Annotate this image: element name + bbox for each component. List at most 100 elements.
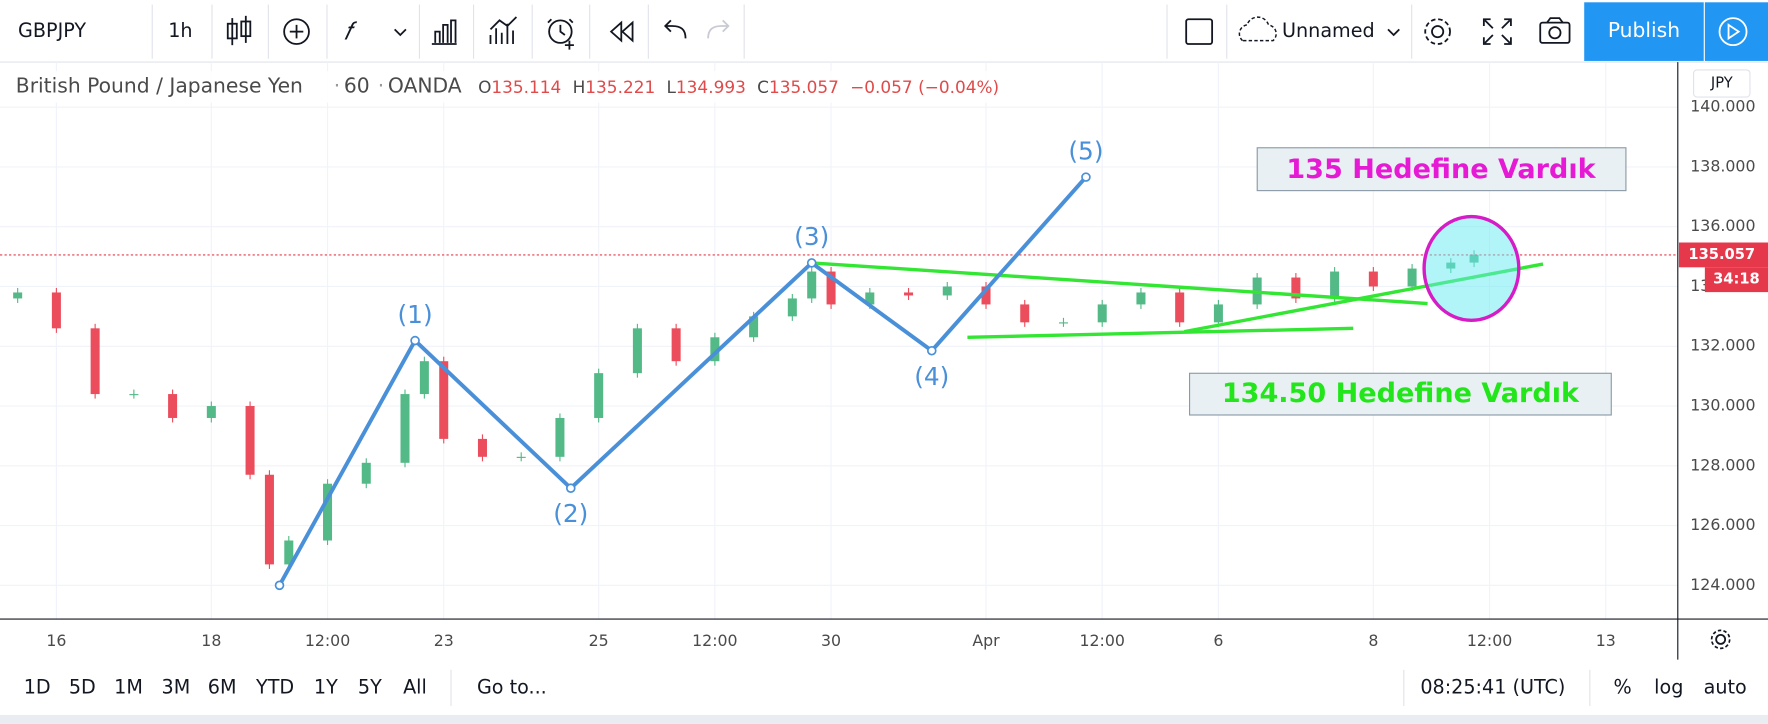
x-tick-label: 25 [589, 631, 609, 650]
x-tick-label: 18 [201, 631, 221, 650]
wave-label: (4) [914, 362, 949, 391]
layout-name[interactable]: Unnamed [1282, 19, 1375, 42]
undo-button[interactable] [663, 19, 687, 39]
legend-interval: 60 [344, 73, 370, 97]
log-toggle[interactable]: log [1654, 675, 1683, 698]
range-button[interactable]: 5D [69, 675, 96, 698]
candle-body [477, 438, 487, 457]
candle-body [516, 456, 526, 458]
candle-body [323, 483, 333, 541]
range-button[interactable]: 3M [162, 675, 191, 698]
range-button[interactable]: YTD [255, 675, 294, 698]
range-button[interactable]: All [403, 675, 427, 698]
wave-point [1081, 172, 1091, 182]
range-button[interactable]: 6M [208, 675, 237, 698]
candle-body [13, 292, 23, 299]
wave-label: (3) [794, 222, 829, 251]
percent-toggle[interactable]: % [1613, 675, 1631, 698]
candle-body [245, 406, 255, 475]
x-tick-label: 30 [821, 631, 841, 650]
candle-body [1097, 304, 1107, 323]
cloud-icon [1238, 16, 1277, 42]
ohlc-value: 135.057 [769, 77, 839, 97]
templates-button[interactable] [489, 16, 518, 45]
candle-body [129, 394, 139, 396]
dot: · [334, 73, 340, 97]
symbol[interactable]: GBPJPY [18, 19, 86, 42]
financials-button[interactable] [431, 19, 457, 45]
wave-point [274, 580, 285, 591]
publish-button[interactable]: Publish [1608, 18, 1680, 42]
last-price-label: 135.057 [1688, 246, 1755, 263]
redo-button[interactable] [707, 19, 730, 39]
exchange: OANDA [388, 73, 462, 97]
range-button[interactable]: 1D [24, 675, 51, 698]
publish-button-bg[interactable] [1584, 2, 1704, 61]
range-button[interactable]: 1M [114, 675, 143, 698]
x-tick-label: 8 [1368, 631, 1378, 650]
stream-button[interactable] [1718, 17, 1748, 47]
candle-body [807, 271, 817, 299]
alert-button[interactable] [547, 18, 574, 50]
y-tick-label: 126.000 [1690, 515, 1755, 534]
candle-body [710, 337, 720, 362]
candle-body [1407, 268, 1417, 287]
y-tick-label: 136.000 [1690, 216, 1755, 235]
y-tick-label: 140.000 [1690, 97, 1755, 116]
chart-style-button[interactable] [226, 15, 252, 46]
last-price-box [1678, 242, 1768, 268]
candle-body [400, 394, 410, 463]
stream-button-bg[interactable] [1704, 2, 1768, 61]
compare-button[interactable] [283, 18, 310, 45]
ohlc-value: 135.221 [585, 77, 655, 97]
bottom-strip [0, 714, 1768, 724]
candle-body [1175, 292, 1185, 323]
annotation: 135 Hedefine Vardık [1286, 154, 1596, 185]
replay-button[interactable] [609, 20, 634, 43]
candle-body [942, 286, 952, 296]
select-button[interactable] [1185, 18, 1214, 45]
ohlc-label: C [757, 77, 769, 97]
x-tick-label: 12:00 [1079, 631, 1124, 650]
instrument-name: British Pound / Japanese Yen [16, 73, 303, 97]
goto[interactable]: Go to... [477, 675, 547, 698]
settings-button[interactable] [1424, 18, 1451, 45]
y-tick-label: 132.000 [1690, 336, 1755, 355]
candle-body [51, 292, 61, 329]
candle-body [981, 286, 991, 305]
y-tick-label: 124.000 [1690, 575, 1755, 594]
x-tick-label: 6 [1213, 631, 1223, 650]
candle-body [264, 474, 274, 565]
candle-body [361, 462, 371, 484]
candle-body [1136, 292, 1146, 305]
candle-body [787, 298, 797, 317]
range-button[interactable]: 1Y [314, 675, 338, 698]
interval[interactable]: 1h [168, 19, 192, 42]
range-button[interactable]: 5Y [358, 675, 382, 698]
axis-settings[interactable] [1710, 629, 1731, 650]
y-tick-label: 138.000 [1690, 156, 1755, 175]
x-tick-label: 12:00 [1467, 631, 1512, 650]
legend: British Pound / Japanese Yen · 60 · OAND… [6, 71, 999, 103]
wave-point [565, 483, 576, 493]
candle-body [904, 292, 914, 296]
wave-label: (5) [1068, 136, 1103, 165]
dropdown-arrow[interactable] [1387, 28, 1400, 37]
annotation: 134.50 Hedefine Vardık [1222, 378, 1580, 409]
candle-body [284, 540, 294, 565]
plot-area: (1) (2) (3) (4) (5) [0, 62, 1678, 620]
fullscreen-button[interactable] [1482, 18, 1512, 45]
stream-icon [1727, 23, 1741, 41]
snapshot-button[interactable] [1539, 17, 1571, 44]
x-tick-label: 12:00 [305, 631, 350, 650]
dropdown-arrow[interactable] [394, 28, 407, 37]
candle-body [1368, 271, 1378, 287]
candle-body [594, 373, 604, 418]
y-tick-label: 128.000 [1690, 455, 1755, 474]
y-tick-label: 130.000 [1690, 396, 1755, 415]
auto-toggle[interactable]: auto [1704, 675, 1747, 698]
candle-body [90, 328, 100, 395]
candle-body [671, 328, 681, 362]
